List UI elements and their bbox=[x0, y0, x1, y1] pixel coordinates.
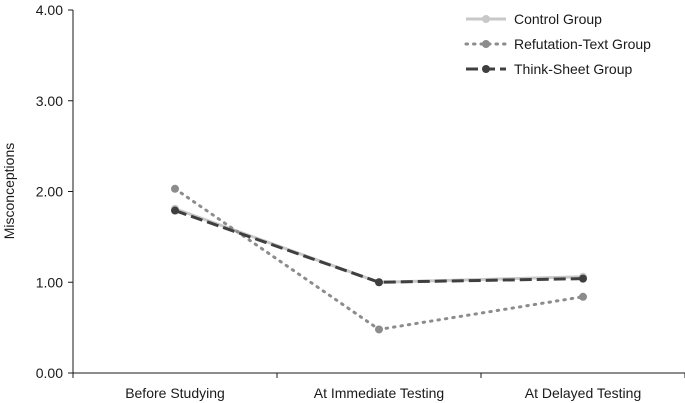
y-ticks: 0.00 1.00 2.00 3.00 4.00 bbox=[36, 2, 73, 381]
series-line bbox=[173, 187, 585, 332]
series-layer bbox=[171, 184, 587, 334]
legend-swatch-marker bbox=[482, 15, 490, 23]
legend-label: Think-Sheet Group bbox=[514, 61, 632, 77]
data-point bbox=[375, 278, 383, 287]
legend-label: Control Group bbox=[514, 11, 602, 27]
y-tick-label: 4.00 bbox=[36, 2, 63, 18]
legend-swatch-marker bbox=[482, 40, 490, 48]
y-tick-label: 1.00 bbox=[36, 274, 63, 290]
x-ticks: Before Studying At Immediate Testing At De… bbox=[72, 373, 685, 401]
y-tick-label: 3.00 bbox=[36, 93, 63, 109]
x-tick-label: At Delayed Testing bbox=[525, 385, 641, 401]
legend-swatch-marker bbox=[482, 65, 490, 73]
data-point bbox=[579, 292, 587, 301]
y-axis-title: Misconceptions bbox=[1, 143, 17, 240]
x-tick-label: Before Studying bbox=[125, 385, 225, 401]
legend-label: Refutation-Text Group bbox=[514, 36, 651, 52]
legend: Control Group Refutation-Text Group Think-… bbox=[464, 11, 651, 77]
series-line bbox=[174, 207, 584, 284]
series-line bbox=[174, 209, 584, 284]
y-tick-label: 0.00 bbox=[36, 365, 63, 381]
data-point bbox=[171, 206, 179, 215]
y-tick-label: 2.00 bbox=[36, 184, 63, 200]
data-point bbox=[171, 184, 179, 193]
data-point bbox=[579, 274, 587, 283]
x-tick-label: At Immediate Testing bbox=[314, 385, 444, 401]
data-point bbox=[375, 325, 383, 334]
